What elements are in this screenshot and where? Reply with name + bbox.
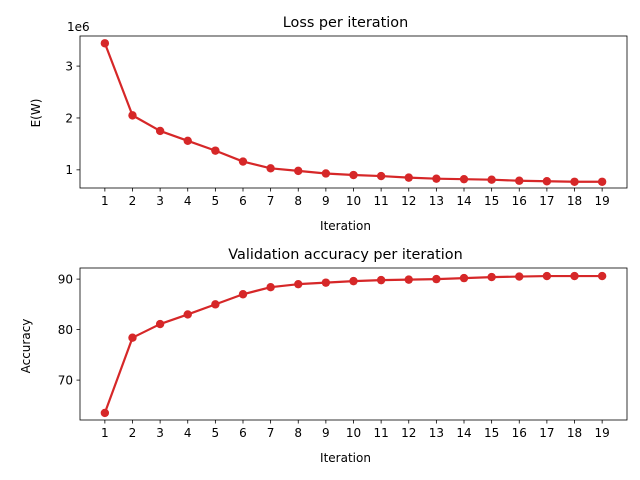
data-point [211, 300, 220, 309]
data-point [597, 271, 607, 281]
x-tick-label: 2 [129, 194, 137, 208]
y-tick-label: 80 [58, 323, 73, 337]
data-point [542, 177, 552, 186]
data-point [155, 126, 165, 136]
data-point [349, 170, 358, 180]
x-tick-label: 10 [346, 426, 361, 440]
data-point [376, 275, 386, 285]
y-tick-label: 1 [65, 163, 73, 177]
x-tick-label: 9 [322, 426, 330, 440]
data-point [211, 146, 220, 155]
x-tick-label: 5 [212, 194, 220, 208]
x-axis-label: Iteration [320, 219, 371, 233]
x-tick-label: 7 [267, 194, 275, 208]
x-tick-label: 14 [456, 194, 471, 208]
data-point [570, 271, 579, 281]
data-point [128, 111, 137, 120]
series-line [103, 274, 603, 414]
data-point [100, 408, 110, 418]
y-axis-label: E(W) [29, 99, 43, 128]
data-point [349, 276, 358, 286]
x-tick-label: 11 [373, 194, 388, 208]
x-tick-label: 12 [401, 426, 416, 440]
x-tick-label: 16 [512, 426, 527, 440]
x-tick-label: 4 [184, 426, 192, 440]
x-tick-label: 10 [346, 194, 361, 208]
x-tick-label: 18 [567, 426, 582, 440]
x-tick-label: 16 [512, 194, 527, 208]
data-point [459, 273, 469, 283]
data-point [376, 171, 386, 181]
data-point [183, 136, 192, 145]
data-point [487, 272, 496, 282]
x-tick-label: 17 [539, 194, 554, 208]
data-point [404, 275, 413, 284]
data-point [128, 333, 137, 342]
y-tick-label: 70 [58, 373, 73, 387]
x-tick-label: 15 [484, 426, 499, 440]
x-tick-label: 12 [401, 194, 416, 208]
offset-label: 1e6 [67, 20, 90, 34]
x-tick-label: 17 [539, 426, 554, 440]
data-point [515, 176, 524, 185]
chart-title: Loss per iteration [283, 15, 408, 31]
data-point [432, 274, 441, 284]
data-point [597, 177, 607, 186]
data-point [515, 272, 524, 281]
x-tick-label: 11 [373, 426, 388, 440]
data-point [542, 271, 552, 281]
x-tick-label: 5 [212, 426, 220, 440]
data-point [294, 166, 303, 176]
y-tick-label: 2 [65, 111, 73, 125]
data-point [459, 174, 469, 184]
y-axis-label: Accuracy [19, 319, 33, 374]
x-tick-label: 9 [322, 194, 330, 208]
data-point [183, 310, 192, 319]
x-tick-label: 15 [484, 194, 499, 208]
x-axis-label: Iteration [320, 451, 371, 465]
x-tick-label: 8 [294, 194, 302, 208]
plot-frame [79, 267, 628, 421]
data-point [294, 279, 303, 289]
data-point [432, 174, 441, 183]
x-tick-label: 6 [239, 426, 247, 440]
x-tick-label: 19 [594, 426, 609, 440]
data-point [570, 177, 579, 186]
x-tick-label: 1 [101, 194, 109, 208]
x-tick-label: 13 [429, 194, 444, 208]
x-tick-label: 18 [567, 194, 582, 208]
plot-frame [79, 35, 628, 189]
series-line [103, 42, 603, 183]
data-point [238, 157, 248, 166]
x-tick-label: 14 [456, 426, 471, 440]
x-tick-label: 6 [239, 194, 247, 208]
data-point [266, 282, 275, 292]
y-tick-label: 90 [58, 272, 73, 286]
x-tick-label: 2 [129, 426, 137, 440]
x-tick-label: 3 [156, 194, 164, 208]
data-point [266, 164, 275, 173]
data-point [321, 278, 331, 287]
x-tick-label: 19 [594, 194, 609, 208]
data-point [238, 290, 248, 299]
data-point [155, 319, 165, 329]
x-tick-label: 4 [184, 194, 192, 208]
x-tick-label: 13 [429, 426, 444, 440]
y-tick-label: 3 [65, 59, 73, 73]
accuracy-chart: Validation accuracy per iteration Iterat… [19, 247, 628, 465]
data-point [487, 175, 496, 184]
x-tick-label: 8 [294, 426, 302, 440]
data-point [100, 39, 110, 48]
x-tick-label: 3 [156, 426, 164, 440]
data-point [404, 173, 413, 182]
x-tick-label: 1 [101, 426, 109, 440]
x-tick-label: 7 [267, 426, 275, 440]
data-point [321, 169, 331, 178]
chart-title: Validation accuracy per iteration [228, 247, 462, 263]
